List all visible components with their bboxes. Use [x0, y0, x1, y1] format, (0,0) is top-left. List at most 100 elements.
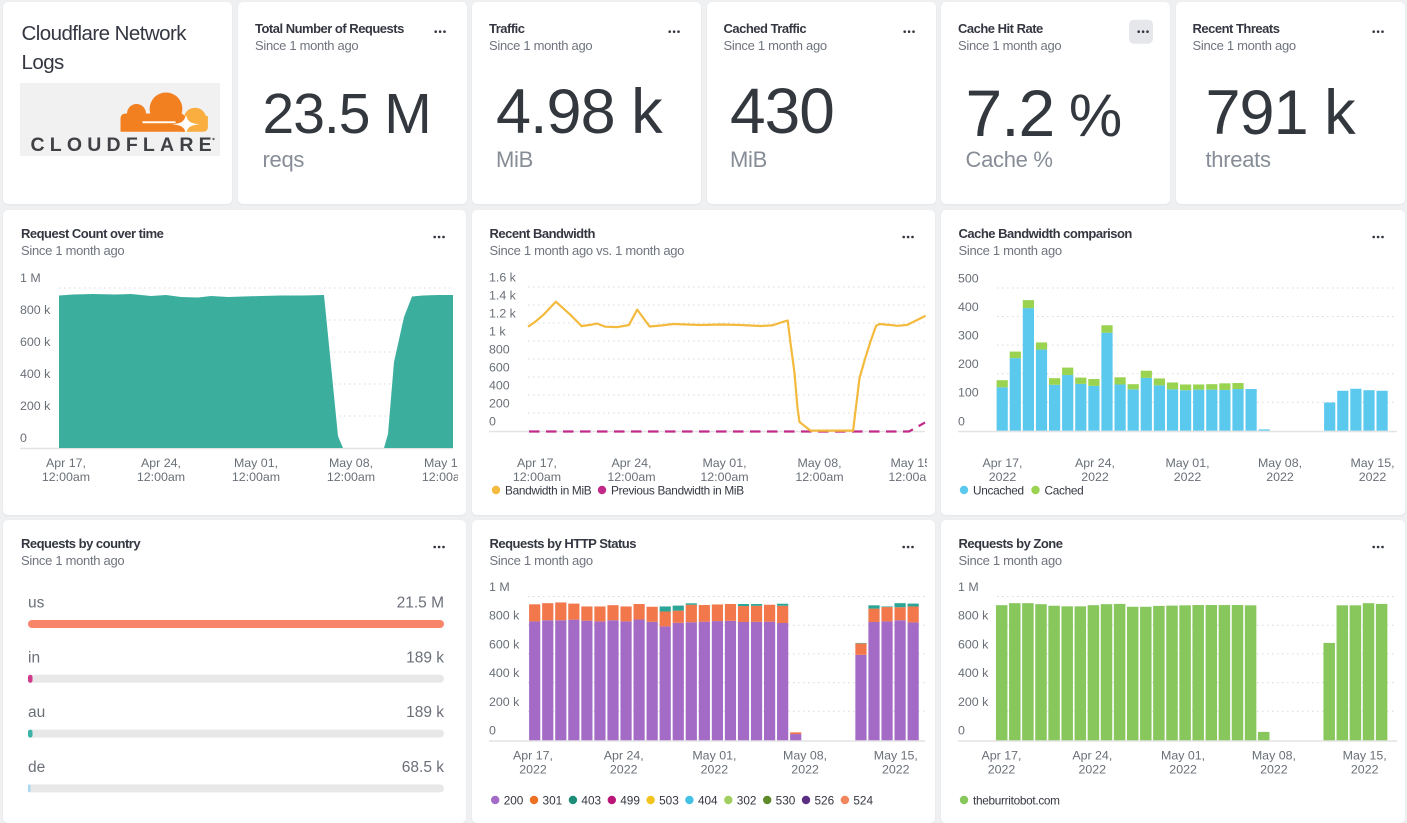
svg-text:May 15,: May 15,	[873, 749, 917, 763]
svg-text:1.4 k: 1.4 k	[489, 289, 517, 303]
svg-text:12:00am: 12:00am	[42, 470, 90, 484]
svg-text:Apr 24,: Apr 24,	[603, 749, 643, 763]
svg-text:200 k: 200 k	[489, 695, 520, 709]
svg-text:May 01,: May 01,	[1165, 456, 1209, 470]
svg-text:400 k: 400 k	[958, 666, 989, 680]
svg-text:400: 400	[489, 379, 510, 393]
svg-text:Apr 17,: Apr 17,	[982, 456, 1022, 470]
svg-text:0: 0	[958, 414, 965, 428]
svg-text:12:00am: 12:00am	[422, 470, 458, 484]
svg-text:0: 0	[489, 724, 496, 738]
svg-text:200 k: 200 k	[958, 695, 989, 709]
svg-text:403: 403	[581, 793, 601, 807]
svg-text:May 01,: May 01,	[234, 456, 278, 470]
svg-text:2022: 2022	[519, 763, 547, 777]
svg-text:100: 100	[958, 386, 979, 400]
svg-text:800 k: 800 k	[958, 609, 989, 623]
svg-text:12:00am: 12:00am	[232, 470, 280, 484]
svg-text:189 k: 189 k	[406, 704, 444, 721]
svg-text:Apr 17,: Apr 17,	[517, 456, 557, 470]
svg-text:0: 0	[958, 724, 965, 738]
svg-text:2022: 2022	[1169, 763, 1197, 777]
svg-text:2022: 2022	[1266, 470, 1294, 484]
svg-text:Apr 24,: Apr 24,	[1072, 749, 1112, 763]
svg-text:May 08,: May 08,	[329, 456, 373, 470]
svg-text:500: 500	[958, 272, 979, 286]
svg-text:Uncached: Uncached	[973, 483, 1024, 497]
svg-text:0: 0	[489, 415, 496, 429]
svg-text:May 08,: May 08,	[1251, 749, 1295, 763]
svg-text:2022: 2022	[1078, 763, 1106, 777]
svg-text:1 M: 1 M	[489, 580, 510, 594]
svg-text:May 15,: May 15,	[1350, 456, 1394, 470]
svg-text:May 15,: May 15,	[424, 456, 458, 470]
svg-text:2022: 2022	[1260, 763, 1288, 777]
svg-text:600: 600	[489, 361, 510, 375]
svg-text:1.2 k: 1.2 k	[489, 307, 517, 321]
svg-text:68.5 k: 68.5 k	[402, 759, 444, 776]
svg-text:May 15,: May 15,	[890, 456, 927, 470]
svg-text:2022: 2022	[882, 763, 910, 777]
svg-text:Previous Bandwidth in MiB: Previous Bandwidth in MiB	[611, 483, 744, 497]
svg-text:Cached: Cached	[1044, 483, 1083, 497]
svg-text:May 01,: May 01,	[692, 749, 736, 763]
svg-text:2022: 2022	[988, 470, 1016, 484]
svg-text:200: 200	[958, 357, 979, 371]
svg-text:530: 530	[775, 793, 795, 807]
svg-text:Apr 17,: Apr 17,	[46, 456, 86, 470]
svg-text:May 01,: May 01,	[1161, 749, 1205, 763]
svg-text:800: 800	[489, 343, 510, 357]
svg-text:800 k: 800 k	[489, 609, 520, 623]
svg-text:800 k: 800 k	[20, 303, 51, 317]
svg-text:526: 526	[814, 793, 834, 807]
svg-text:600 k: 600 k	[20, 335, 51, 349]
svg-text:189 k: 189 k	[406, 649, 444, 666]
svg-text:May 08,: May 08,	[1257, 456, 1301, 470]
svg-text:1.6 k: 1.6 k	[489, 271, 517, 285]
svg-text:400 k: 400 k	[489, 666, 520, 680]
svg-text:400: 400	[958, 300, 979, 314]
svg-text:May 08,: May 08,	[783, 749, 827, 763]
svg-text:Apr 17,: Apr 17,	[981, 749, 1021, 763]
svg-text:600 k: 600 k	[958, 637, 989, 651]
svg-text:503: 503	[659, 793, 679, 807]
svg-text:May 01,: May 01,	[702, 456, 746, 470]
svg-text:2022: 2022	[1350, 763, 1378, 777]
svg-text:au: au	[28, 704, 45, 721]
svg-text:1 M: 1 M	[958, 580, 979, 594]
svg-text:301: 301	[542, 793, 562, 807]
svg-text:Apr 24,: Apr 24,	[1075, 456, 1115, 470]
svg-text:2022: 2022	[609, 763, 637, 777]
svg-text:theburritobot.com: theburritobot.com	[973, 793, 1060, 807]
svg-text:May 15,: May 15,	[1342, 749, 1386, 763]
svg-text:1 k: 1 k	[489, 325, 506, 339]
svg-text:300: 300	[958, 329, 979, 343]
svg-text:in: in	[28, 649, 40, 666]
svg-text:302: 302	[736, 793, 756, 807]
svg-text:200: 200	[503, 793, 523, 807]
svg-text:Apr 17,: Apr 17,	[513, 749, 553, 763]
svg-text:de: de	[28, 759, 45, 776]
svg-text:0: 0	[20, 431, 27, 445]
svg-text:Apr 24,: Apr 24,	[611, 456, 651, 470]
svg-text:499: 499	[620, 793, 640, 807]
svg-text:12:00am: 12:00am	[137, 470, 185, 484]
svg-text:1 M: 1 M	[20, 271, 41, 285]
svg-text:524: 524	[853, 793, 873, 807]
svg-text:May 08,: May 08,	[797, 456, 841, 470]
svg-text:404: 404	[697, 793, 717, 807]
svg-text:400 k: 400 k	[20, 367, 51, 381]
svg-text:21.5 M: 21.5 M	[397, 595, 444, 612]
svg-text:200 k: 200 k	[20, 399, 51, 413]
svg-text:2022: 2022	[987, 763, 1015, 777]
svg-text:Bandwidth in MiB: Bandwidth in MiB	[505, 483, 592, 497]
svg-text:2022: 2022	[1173, 470, 1201, 484]
svg-text:Apr 24,: Apr 24,	[141, 456, 181, 470]
svg-text:600 k: 600 k	[489, 637, 520, 651]
svg-text:2022: 2022	[1358, 470, 1386, 484]
svg-text:200: 200	[489, 397, 510, 411]
svg-text:2022: 2022	[700, 763, 728, 777]
svg-text:2022: 2022	[1081, 470, 1109, 484]
svg-text:us: us	[28, 595, 45, 612]
svg-text:CLOUDFLARE: CLOUDFLARE	[30, 134, 216, 156]
